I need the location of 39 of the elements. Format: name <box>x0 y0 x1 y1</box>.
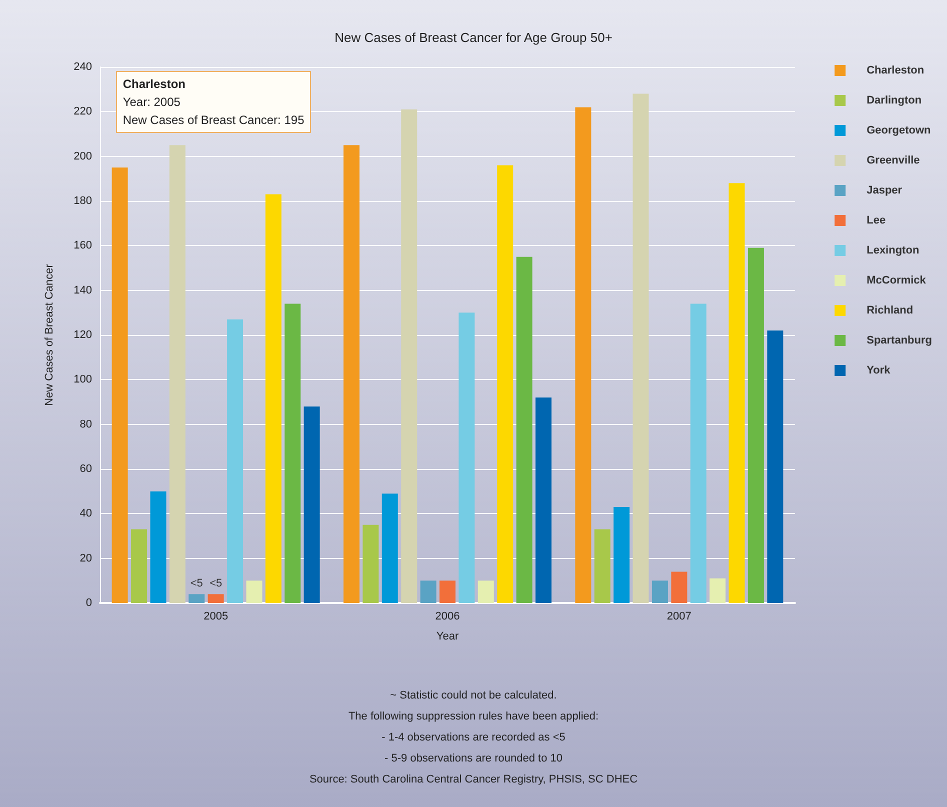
legend-label: Spartanburg <box>866 334 932 346</box>
text: The following suppression rules have been applied: <box>348 710 599 722</box>
x-tick-label: 2005 <box>204 610 228 622</box>
legend-label: Lexington <box>866 244 920 256</box>
y-tick-label: 160 <box>74 240 92 252</box>
legend-label: Jasper <box>866 184 903 196</box>
y-tick-label: 200 <box>74 150 92 162</box>
legend-label: Lee <box>866 214 886 226</box>
y-tick-label: 240 <box>74 61 92 73</box>
x-tick-label: 2006 <box>435 610 460 622</box>
y-tick-label: 0 <box>86 597 92 609</box>
annotation: Charleston Year: 2005 New Cases of Breast Cancer: 195 <box>122 76 304 129</box>
data-label: <5 <box>190 578 203 590</box>
y-tick-label: 80 <box>80 418 92 430</box>
legend-label: York <box>866 364 892 376</box>
source-note: Source: South Carolina Central Cancer Registry, PHSIS, SC DHEC <box>309 774 638 786</box>
y-tick-label: 140 <box>74 284 92 296</box>
y-tick-label: 220 <box>74 106 92 118</box>
y-tick-label: 180 <box>74 195 92 207</box>
y-axis-title: New Cases of Breast Cancer <box>44 264 56 406</box>
y-tick-label: 20 <box>80 552 92 564</box>
tooltip-box: Charleston Year: 2005 New Cases of Breast Cancer: 195 <box>116 71 312 133</box>
y-tick-label: 60 <box>80 463 92 475</box>
legend-label: Charleston <box>866 64 924 76</box>
text: - 5-9 observations are rounded to 10 <box>384 752 562 764</box>
legend-label: Richland <box>866 304 914 316</box>
text: - 1-4 observations are recorded as <5 <box>382 732 566 744</box>
y-tick-label: 100 <box>74 374 92 386</box>
text: ~ Statistic could not be calculated. <box>390 690 557 702</box>
legend-label: Georgetown <box>866 124 932 136</box>
y-tick-label: 40 <box>80 508 92 520</box>
legend-label: Greenville <box>866 154 920 166</box>
legend-label: Darlington <box>866 94 922 106</box>
x-axis-title: Year <box>436 630 459 642</box>
chart-title: New Cases of Breast Cancer for Age Group 50+ <box>334 30 612 45</box>
x-tick-label: 2007 <box>666 610 692 622</box>
legend-label: McCormick <box>866 274 927 286</box>
y-tick-label: 120 <box>74 329 92 341</box>
data-label: <5 <box>210 578 222 590</box>
